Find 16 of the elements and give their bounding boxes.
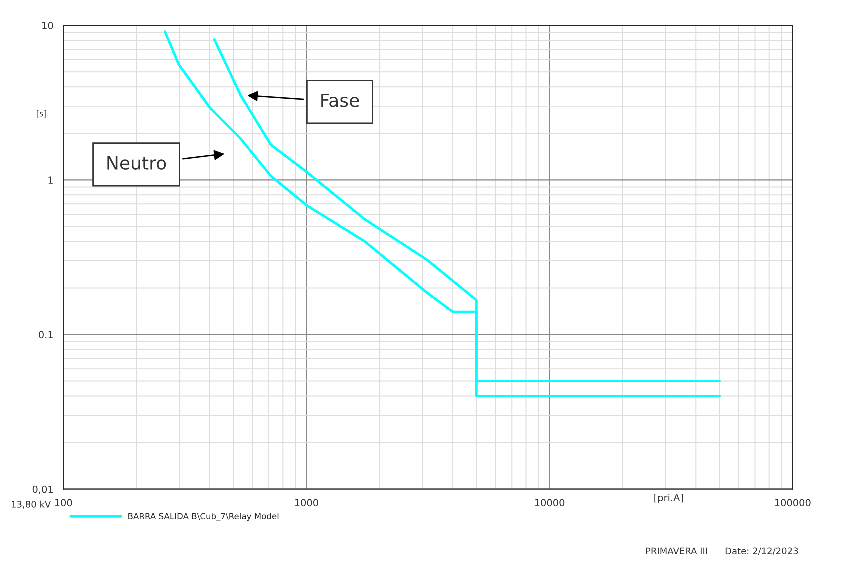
- text: PRIMAVERA III: [646, 548, 708, 554]
- y-axis-title: [s]: [37, 110, 46, 118]
- annotation: Neutro: [108, 156, 166, 170]
- x-tick-label: 100000: [775, 499, 811, 507]
- x-tick-label: 1000: [295, 499, 318, 507]
- y-tick-label: 0,01: [32, 486, 53, 494]
- x-tick-label: 10000: [535, 499, 565, 507]
- text: 13,80 kV: [12, 500, 52, 509]
- x-axis-title: [pri.A]: [654, 494, 684, 504]
- y-tick-label: 1: [48, 176, 53, 184]
- x-tick-label: 100: [55, 499, 72, 507]
- annotation: Fase: [322, 94, 360, 108]
- text: BARRA SALIDA B\Cub_7\Relay Model: [128, 513, 279, 522]
- y-tick-label: 0.1: [39, 331, 53, 339]
- y-tick-label: 10: [42, 22, 54, 30]
- text: Date: 2/12/2023: [726, 548, 798, 556]
